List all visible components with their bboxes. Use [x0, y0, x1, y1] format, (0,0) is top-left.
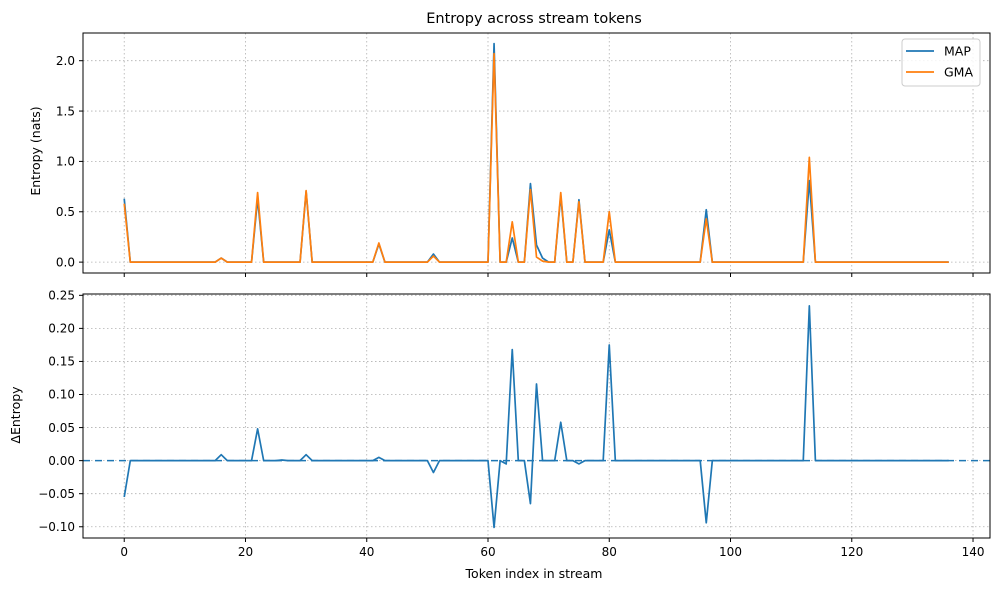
bottom-y-tick-label: −0.10 — [38, 520, 75, 534]
top-y-tick-label: 1.0 — [56, 155, 75, 169]
x-tick-label: 120 — [840, 545, 863, 559]
top-y-axis-label: Entropy (nats) — [28, 106, 43, 195]
bottom-y-tick-label: 0.15 — [48, 355, 75, 369]
top-axes-frame — [82, 32, 991, 274]
x-tick-label: 60 — [480, 545, 495, 559]
top-series-line-gma — [123, 52, 949, 263]
chart-title: Entropy across stream tokens — [426, 11, 642, 27]
bottom-y-axis-label: ΔEntropy — [8, 386, 23, 444]
x-tick-label: 0 — [120, 545, 128, 559]
x-tick-label: 40 — [359, 545, 374, 559]
top-y-tick-label: 0.0 — [56, 255, 75, 269]
bottom-y-tick-label: −0.05 — [38, 487, 75, 501]
bottom-y-tick-label: 0.05 — [48, 421, 75, 435]
top-y-tick-label: 1.5 — [56, 104, 75, 118]
bottom-y-tick-label: 0.10 — [48, 388, 75, 402]
top-series-line-map — [123, 42, 949, 263]
bottom-axes: 0 20 40 60 80 100 120 140 −0.10 −0.05 0.00 0.05 0.10… — [38, 289, 991, 559]
top-y-tick-label: 2.0 — [56, 54, 75, 68]
top-y-tick-label: 0.5 — [56, 205, 75, 219]
x-tick-label: 140 — [962, 545, 985, 559]
bottom-y-tick-label: 0.20 — [48, 322, 75, 336]
x-tick-label: 20 — [238, 545, 253, 559]
legend-label-map: MAP — [944, 44, 971, 59]
bottom-axes-frame — [82, 293, 991, 539]
x-axis-label: Token index in stream — [465, 566, 603, 581]
bottom-series-line-delta — [123, 305, 949, 529]
top-axes: 0.0 0.5 1.0 1.5 2.0 — [56, 32, 991, 277]
legend: MAP GMA — [901, 38, 981, 87]
x-tick-label: 80 — [602, 545, 617, 559]
x-tick-label: 100 — [719, 545, 742, 559]
bottom-y-tick-label: 0.25 — [48, 289, 75, 303]
bottom-y-tick-label: 0.00 — [48, 454, 75, 468]
legend-label-gma: GMA — [944, 65, 973, 80]
